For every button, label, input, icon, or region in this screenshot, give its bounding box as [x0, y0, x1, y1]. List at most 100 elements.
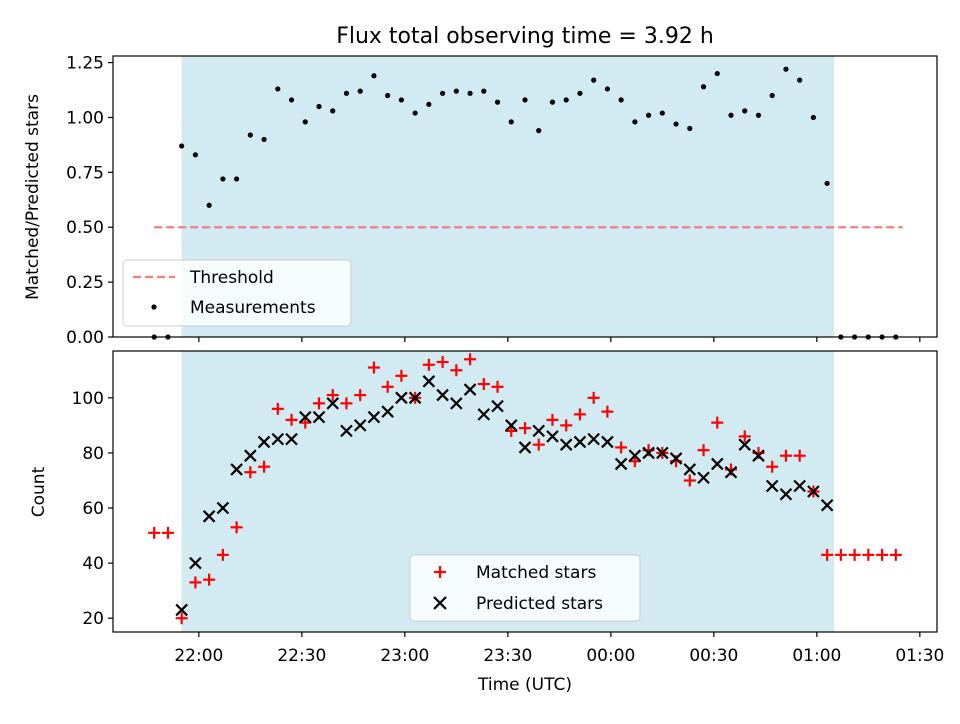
matched-star-point [189, 576, 202, 589]
matched-star-point [491, 380, 504, 393]
bottom-y-tick-label: 100 [72, 389, 104, 409]
top-y-tick-label: 0.25 [66, 273, 104, 293]
measurement-point [742, 108, 748, 114]
measurement-point [357, 88, 363, 94]
x-tick-label: 22:30 [277, 646, 326, 666]
predicted-star-point [573, 435, 587, 449]
matched-star-point [615, 441, 628, 454]
measurement-point [755, 112, 762, 118]
measurement-point [728, 112, 734, 118]
predicted-star-point [381, 405, 394, 418]
predicted-star-point [491, 399, 504, 413]
measurement-point [632, 119, 638, 125]
predicted-star-point [559, 438, 573, 451]
predicted-star-point [285, 432, 298, 446]
matched-star-point [175, 612, 188, 625]
predicted-star-point [642, 446, 655, 460]
top-y-tick-label: 0.75 [66, 163, 104, 183]
matched-star-point [697, 444, 710, 457]
x-tick-label: 00:00 [586, 646, 635, 666]
matched-star-point [244, 466, 257, 479]
predicted-star-point [244, 449, 257, 462]
matched-star-point [161, 526, 174, 539]
measurement-point [769, 92, 775, 99]
bottom-y-tick-label: 80 [82, 444, 104, 464]
matched-star-point [848, 548, 861, 561]
measurement-point [398, 97, 404, 103]
x-tick-label: 23:30 [483, 646, 532, 666]
predicted-star-point [230, 463, 243, 476]
measurement-point [563, 97, 569, 103]
predicted-star-point [202, 510, 216, 523]
measurement-point [316, 103, 322, 110]
predicted-star-point [189, 556, 202, 570]
predicted-star-point [175, 603, 188, 617]
measurement-point [646, 112, 652, 118]
top-x-ticks [198, 337, 921, 342]
predicted-star-point [450, 397, 463, 410]
measurement-point [234, 176, 240, 182]
measurement-point [797, 77, 803, 83]
measurement-point [302, 119, 308, 125]
predicted-star-point [326, 397, 340, 410]
legend-matched-label: Matched stars [476, 563, 596, 583]
measurement-point [714, 70, 720, 77]
predicted-star-point [532, 424, 546, 438]
matched-star-point [889, 548, 902, 561]
matched-star-point [532, 438, 545, 451]
measurement-point [412, 110, 418, 116]
measurement-point [179, 143, 185, 149]
predicted-star-point [216, 501, 230, 515]
predicted-star-point [271, 432, 285, 446]
measurement-point [275, 86, 281, 92]
measurement-point [810, 114, 817, 121]
measurement-point [604, 86, 611, 92]
predicted-star-point [656, 446, 669, 460]
predicted-star-point [518, 441, 532, 454]
chart-title: Flux total observing time = 3.92 h [336, 24, 714, 49]
matched-star-point [821, 548, 834, 561]
measurement-point [783, 66, 789, 72]
predicted-star-point [738, 438, 752, 451]
predicted-star-point [669, 452, 683, 465]
predicted-star-point [587, 432, 600, 446]
matched-star-point [436, 356, 449, 369]
matched-star-point [683, 474, 696, 487]
measurement-point [206, 202, 212, 208]
top-panel: 0.00 0.25 0.50 0.75 1.00 1.25 Matched/Predict… [23, 54, 938, 348]
measurement-point [220, 176, 226, 182]
predicted-star-point [477, 408, 491, 421]
bottom-x-ticks: 22:00 22:30 23:00 23:30 00:00 00:30 01:00 01:30 [174, 632, 944, 666]
bottom-panel: 20 40 60 80 100 22:00 22:30 23:00 23:30 00:00 00:… [29, 350, 944, 695]
matched-star-point [862, 548, 875, 561]
measurement-point [824, 180, 830, 186]
predicted-star-point [697, 471, 710, 485]
predicted-star-point [504, 419, 518, 432]
predicted-star-point [683, 463, 697, 476]
measurement-point [673, 121, 679, 127]
legend-measurement-marker [151, 304, 157, 310]
measurement-point [440, 90, 446, 96]
predicted-star-point [340, 424, 353, 438]
predicted-star-point [408, 391, 422, 405]
x-tick-label: 01:30 [895, 646, 944, 666]
top-y-tick-label: 1.00 [66, 108, 104, 128]
measurement-points [151, 66, 899, 340]
matched-star-point [148, 526, 161, 539]
x-tick-label: 22:00 [174, 646, 223, 666]
measurement-point [343, 90, 350, 96]
legend-predicted-marker [433, 596, 447, 610]
predicted-star-point [628, 449, 642, 462]
predicted-star-point [353, 419, 367, 432]
matched-star-point [285, 413, 298, 426]
measurement-point [247, 132, 253, 138]
measurement-point [385, 92, 391, 99]
matched-star-point [876, 548, 889, 561]
predicted-star-point [807, 485, 820, 498]
measurement-point [618, 97, 624, 103]
matched-star-point [793, 449, 806, 462]
legend-matched-marker [434, 566, 446, 578]
matched-star-point [601, 405, 614, 418]
bottom-y-tick-label: 20 [82, 609, 104, 629]
